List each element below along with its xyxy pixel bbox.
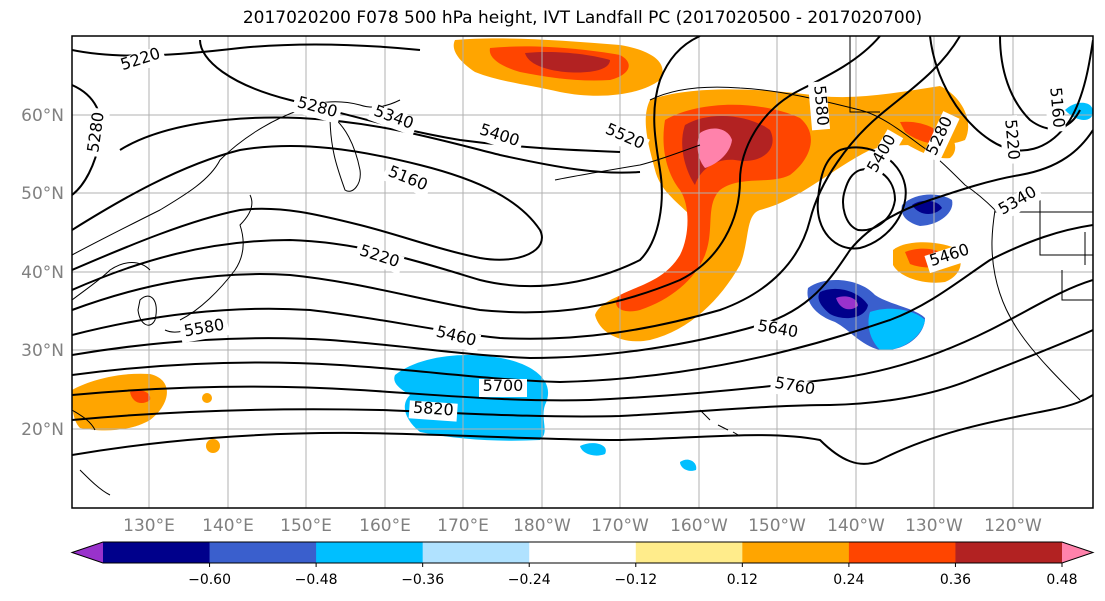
colorbar-tick-label: −0.48 <box>295 572 338 588</box>
colorbar-segment <box>422 542 530 563</box>
colorbar-segment <box>955 542 1063 563</box>
latitude-label: 60°N <box>21 106 64 126</box>
contour-label: 5700 <box>483 376 524 395</box>
longitude-label: 140°W <box>827 516 885 536</box>
ivt-siberia-darkred <box>525 51 610 73</box>
longitude-label: 170°E <box>437 516 489 536</box>
longitude-label: 140°E <box>202 516 254 536</box>
latitude-label: 50°N <box>21 184 64 204</box>
colorbar-outline <box>70 541 1095 564</box>
contour-label: 5580 <box>810 84 832 126</box>
latitude-label: 20°N <box>21 420 64 440</box>
longitude-label: 150°W <box>748 516 806 536</box>
ivt-gulf-lightblue <box>868 308 925 351</box>
ivt-west-orange <box>72 373 167 431</box>
ivt-west-red <box>130 390 151 404</box>
map-frame <box>71 35 1094 509</box>
colorbar-tick-label: −0.60 <box>188 572 231 588</box>
latitude-label: 40°N <box>21 263 64 283</box>
colorbar-tick-label: −0.12 <box>614 572 657 588</box>
contour-label: 5820 <box>412 398 454 420</box>
contour-label: 5160 <box>1046 86 1068 128</box>
colorbar-segment <box>316 542 424 563</box>
map-title: 2017020200 F078 500 hPa height, IVT Land… <box>242 8 923 28</box>
ivt-alaska-pink <box>697 128 732 168</box>
longitude-label: 160°E <box>359 516 411 536</box>
ivt-positive-shading <box>72 38 969 453</box>
colorbar-segment <box>209 542 317 563</box>
colorbar-tick-label: 0.36 <box>940 572 971 588</box>
longitude-label: 150°E <box>280 516 332 536</box>
contour-label: 5220 <box>1001 118 1023 160</box>
height-contours <box>72 36 1093 465</box>
latitude-labels: 60°N 50°N 40°N 30°N 20°N <box>21 106 64 440</box>
colorbar-tick-label: −0.36 <box>401 572 444 588</box>
longitude-labels: 130°E 140°E 150°E 160°E 170°E 180°W 170°… <box>123 516 1042 536</box>
colorbar-segment <box>742 542 850 563</box>
colorbar-segment <box>635 542 743 563</box>
colorbar-segment <box>848 542 956 563</box>
colorbar-segment <box>103 542 211 563</box>
longitude-label: 170°W <box>591 516 649 536</box>
latitude-label: 30°N <box>21 341 64 361</box>
ivt-gulf-purple <box>836 296 858 310</box>
longitude-label: 180°W <box>513 516 571 536</box>
colorbar-tick-label: 0.12 <box>727 572 758 588</box>
longitude-label: 160°W <box>670 516 728 536</box>
colorbar-extend-low <box>72 542 103 563</box>
longitude-label: 120°W <box>984 516 1042 536</box>
colorbar-tick-label: −0.24 <box>508 572 551 588</box>
longitude-label: 130°W <box>905 516 963 536</box>
colorbar-tick-label: 0.24 <box>833 572 864 588</box>
colorbar-tick-label: 0.48 <box>1046 572 1077 588</box>
colorbar-extend-high <box>1062 542 1093 563</box>
colorbar-segment <box>529 542 637 563</box>
colorbar: −0.60 −0.48 −0.36 −0.24 −0.12 0.12 0.24 0.36 0.4… <box>70 541 1095 588</box>
longitude-label: 130°E <box>123 516 175 536</box>
